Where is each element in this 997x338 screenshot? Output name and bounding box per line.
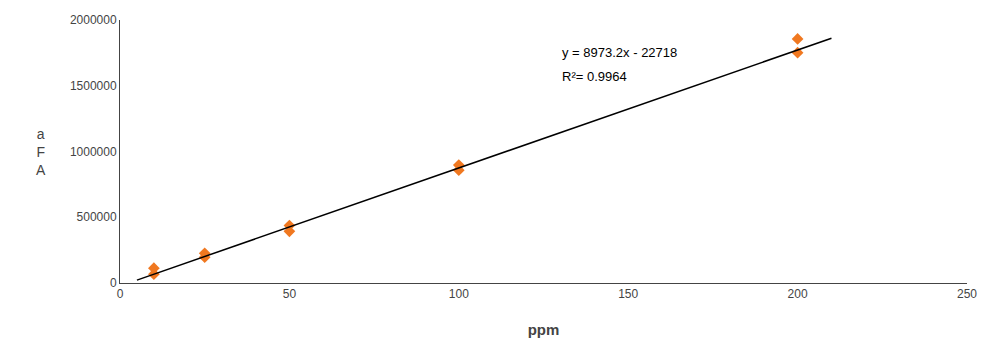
svg-text:0: 0 bbox=[110, 276, 117, 290]
svg-text:100: 100 bbox=[449, 287, 469, 301]
svg-text:0: 0 bbox=[117, 287, 124, 301]
svg-text:2000000: 2000000 bbox=[70, 13, 117, 27]
svg-text:ppm: ppm bbox=[528, 321, 560, 338]
svg-text:150: 150 bbox=[618, 287, 638, 301]
svg-text:y = 8973.2x - 22718: y = 8973.2x - 22718 bbox=[562, 45, 677, 60]
svg-text:aFA: aFA bbox=[36, 126, 46, 178]
svg-text:50: 50 bbox=[283, 287, 297, 301]
svg-text:250: 250 bbox=[957, 287, 977, 301]
svg-text:1000000: 1000000 bbox=[70, 145, 117, 159]
svg-text:R²= 0.9964: R²= 0.9964 bbox=[562, 69, 627, 84]
svg-text:500000: 500000 bbox=[77, 210, 117, 224]
svg-text:200: 200 bbox=[788, 287, 808, 301]
svg-text:1500000: 1500000 bbox=[70, 79, 117, 93]
